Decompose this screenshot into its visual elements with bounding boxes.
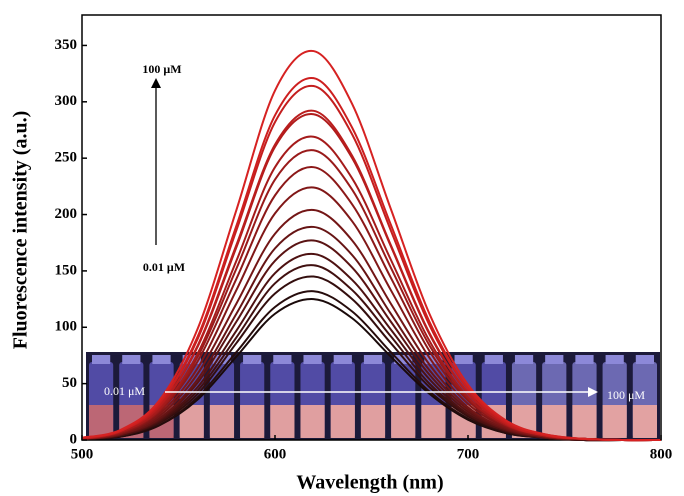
vial-cap (605, 355, 624, 364)
vial-liquid (330, 405, 355, 438)
inset-annotation: 100 μM (607, 388, 645, 402)
x-tick-label: 500 (71, 446, 94, 462)
vial-cap (454, 355, 473, 364)
vial-cap (545, 355, 564, 364)
vial-cap (273, 355, 292, 364)
vial-cap (394, 355, 413, 364)
y-tick-label: 350 (55, 37, 78, 53)
inset-annotation: 0.01 μM (104, 384, 145, 398)
arrow-head (151, 78, 161, 88)
vial-liquid (572, 405, 597, 438)
vial-cap (122, 355, 141, 364)
x-axis-label: Wavelength (nm) (296, 472, 443, 494)
y-tick-label: 250 (55, 150, 78, 166)
y-axis-label: Fluorescence intensity (a.u.) (10, 111, 32, 350)
y-tick-label: 150 (55, 262, 78, 278)
vial-liquid (240, 405, 265, 438)
y-tick-label: 300 (55, 93, 78, 109)
annotation: 100 μM (142, 62, 181, 76)
vial-cap (92, 355, 111, 364)
vial-liquid (300, 405, 325, 438)
vial-cap (575, 355, 594, 364)
vial-cap (635, 355, 654, 364)
x-tick-label: 700 (457, 446, 480, 462)
vial-cap (303, 355, 322, 364)
annotation: 0.01 μM (143, 260, 185, 274)
vial-cap (363, 355, 383, 364)
vial-cap (424, 355, 443, 364)
vial-cap (333, 355, 352, 364)
y-tick-label: 50 (62, 375, 77, 391)
plot-frame (81, 14, 662, 441)
vial-liquid (270, 405, 295, 438)
vial-liquid (421, 405, 446, 438)
vial-cap (152, 355, 171, 364)
vial-liquid (360, 405, 386, 438)
vial-liquid (542, 405, 567, 438)
vial-liquid (391, 405, 416, 438)
vial-liquid (632, 405, 657, 438)
inset-arrow-head (588, 387, 598, 397)
x-tick-label: 800 (650, 446, 673, 462)
x-tick-label: 600 (264, 446, 287, 462)
y-tick-label: 0 (70, 431, 78, 447)
vial-liquid (89, 405, 114, 438)
vial-liquid (209, 405, 235, 438)
y-tick-label: 100 (55, 319, 78, 335)
vial-cap (514, 355, 534, 364)
vial-cap (484, 355, 503, 364)
vial-cap (243, 355, 262, 364)
vial-liquid (602, 405, 627, 438)
y-tick-label: 200 (55, 206, 78, 222)
spectrum-line (81, 50, 662, 442)
